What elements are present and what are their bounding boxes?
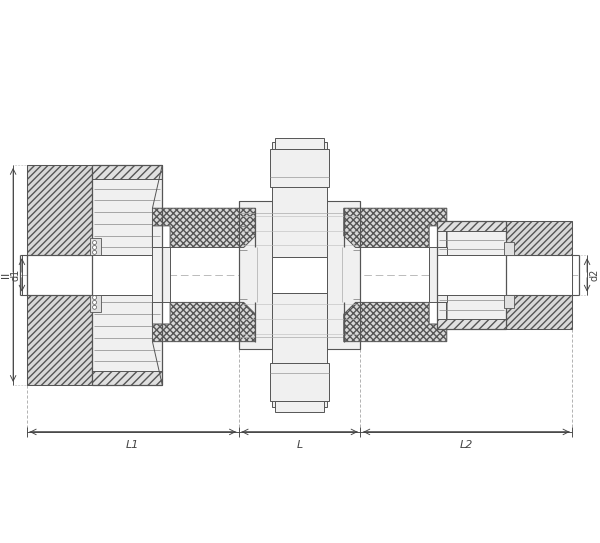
Bar: [272, 142, 327, 257]
Bar: [275, 401, 324, 412]
Text: L2: L2: [460, 440, 473, 450]
Bar: [506, 275, 572, 329]
Polygon shape: [152, 208, 256, 248]
Bar: [503, 294, 514, 308]
Circle shape: [92, 241, 97, 244]
Polygon shape: [344, 302, 447, 342]
Bar: [503, 242, 514, 255]
Bar: [92, 371, 162, 385]
Bar: [437, 221, 506, 231]
Bar: [239, 201, 361, 349]
Bar: [429, 248, 447, 302]
Bar: [92, 255, 162, 294]
Bar: [272, 293, 327, 407]
Bar: [89, 294, 101, 312]
Bar: [437, 294, 506, 329]
Bar: [27, 275, 92, 385]
Circle shape: [92, 295, 97, 299]
Circle shape: [92, 250, 97, 254]
Bar: [92, 294, 162, 385]
Bar: [92, 165, 162, 255]
Bar: [270, 149, 329, 187]
Circle shape: [92, 305, 97, 310]
Bar: [437, 255, 506, 294]
Text: L: L: [296, 440, 303, 450]
Bar: [27, 255, 92, 294]
Text: L1: L1: [126, 440, 140, 450]
Bar: [506, 255, 572, 294]
Bar: [89, 238, 101, 255]
Polygon shape: [344, 208, 447, 248]
Bar: [27, 165, 92, 275]
Bar: [272, 257, 327, 293]
Text: ll: ll: [1, 272, 11, 278]
Bar: [506, 221, 572, 275]
Text: d1: d1: [11, 269, 21, 281]
Bar: [437, 221, 506, 255]
Bar: [92, 165, 162, 179]
Circle shape: [92, 300, 97, 305]
Bar: [275, 137, 324, 149]
Bar: [437, 319, 506, 329]
Circle shape: [92, 245, 97, 249]
Bar: [27, 255, 92, 294]
Text: d2: d2: [589, 269, 599, 281]
Bar: [272, 257, 327, 293]
Bar: [270, 363, 329, 401]
Polygon shape: [152, 302, 256, 342]
Bar: [152, 248, 170, 302]
